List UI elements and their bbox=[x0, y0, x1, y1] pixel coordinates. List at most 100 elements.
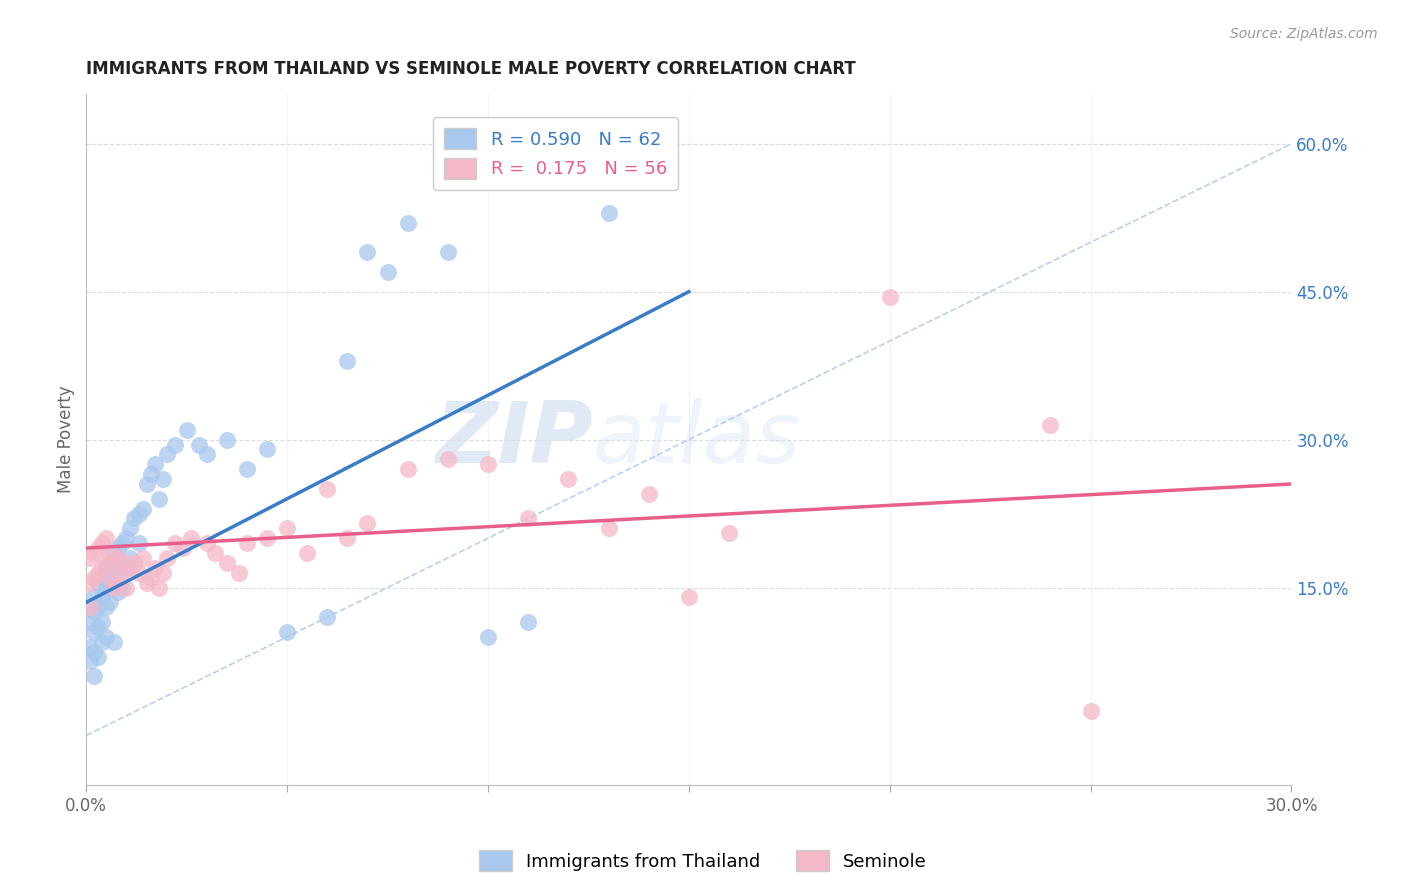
Point bbox=[100, 571, 122, 585]
Point bbox=[79, 575, 101, 590]
Point bbox=[100, 556, 122, 570]
Point bbox=[87, 541, 110, 555]
Point bbox=[83, 546, 105, 560]
Point bbox=[297, 546, 319, 560]
Point bbox=[396, 462, 419, 476]
Point bbox=[139, 571, 162, 585]
Point bbox=[143, 561, 166, 575]
Point bbox=[152, 566, 174, 580]
Point bbox=[1080, 704, 1102, 718]
Point bbox=[1039, 417, 1062, 432]
Point bbox=[79, 600, 101, 615]
Point bbox=[96, 556, 118, 570]
Point bbox=[336, 353, 359, 368]
Point bbox=[148, 491, 170, 506]
Point bbox=[120, 550, 142, 565]
Point bbox=[356, 516, 378, 531]
Point bbox=[477, 457, 499, 471]
Point bbox=[124, 556, 146, 570]
Point bbox=[176, 423, 198, 437]
Text: IMMIGRANTS FROM THAILAND VS SEMINOLE MALE POVERTY CORRELATION CHART: IMMIGRANTS FROM THAILAND VS SEMINOLE MAL… bbox=[86, 60, 856, 78]
Point bbox=[163, 536, 186, 550]
Point bbox=[124, 511, 146, 525]
Point bbox=[215, 433, 238, 447]
Point bbox=[79, 600, 101, 615]
Point bbox=[115, 556, 138, 570]
Point bbox=[316, 482, 339, 496]
Point bbox=[187, 437, 209, 451]
Point bbox=[172, 541, 194, 555]
Point bbox=[83, 571, 105, 585]
Point bbox=[83, 624, 105, 639]
Point bbox=[128, 536, 150, 550]
Text: Source: ZipAtlas.com: Source: ZipAtlas.com bbox=[1230, 27, 1378, 41]
Point bbox=[103, 546, 125, 560]
Point bbox=[156, 550, 179, 565]
Point bbox=[377, 265, 399, 279]
Point bbox=[91, 591, 114, 605]
Point bbox=[477, 630, 499, 644]
Point bbox=[103, 634, 125, 648]
Point bbox=[148, 581, 170, 595]
Point bbox=[83, 605, 105, 619]
Point bbox=[437, 245, 460, 260]
Point bbox=[156, 447, 179, 461]
Point bbox=[79, 655, 101, 669]
Text: ZIP: ZIP bbox=[434, 398, 592, 481]
Point bbox=[128, 566, 150, 580]
Point bbox=[96, 600, 118, 615]
Point bbox=[135, 575, 157, 590]
Point bbox=[356, 245, 378, 260]
Point bbox=[103, 566, 125, 580]
Point bbox=[107, 575, 129, 590]
Point bbox=[111, 581, 134, 595]
Point bbox=[131, 501, 153, 516]
Text: atlas: atlas bbox=[592, 398, 800, 481]
Point bbox=[678, 591, 700, 605]
Point bbox=[103, 556, 125, 570]
Point bbox=[215, 556, 238, 570]
Point bbox=[100, 546, 122, 560]
Point bbox=[396, 216, 419, 230]
Point bbox=[83, 645, 105, 659]
Point bbox=[79, 640, 101, 654]
Point bbox=[96, 531, 118, 545]
Point bbox=[204, 546, 226, 560]
Point bbox=[115, 561, 138, 575]
Point bbox=[598, 206, 620, 220]
Point bbox=[128, 507, 150, 521]
Point bbox=[152, 472, 174, 486]
Point bbox=[100, 575, 122, 590]
Point bbox=[517, 615, 540, 629]
Point bbox=[598, 521, 620, 535]
Point bbox=[557, 472, 579, 486]
Y-axis label: Male Poverty: Male Poverty bbox=[58, 385, 75, 493]
Point bbox=[256, 442, 278, 457]
Point bbox=[879, 290, 901, 304]
Point bbox=[637, 487, 659, 501]
Point bbox=[236, 536, 259, 550]
Point bbox=[120, 561, 142, 575]
Point bbox=[111, 566, 134, 580]
Point bbox=[718, 526, 741, 541]
Point bbox=[228, 566, 250, 580]
Point bbox=[79, 550, 101, 565]
Point bbox=[163, 437, 186, 451]
Point bbox=[115, 581, 138, 595]
Point bbox=[143, 457, 166, 471]
Point bbox=[517, 511, 540, 525]
Point bbox=[91, 536, 114, 550]
Legend: Immigrants from Thailand, Seminole: Immigrants from Thailand, Seminole bbox=[472, 843, 934, 879]
Point bbox=[87, 649, 110, 664]
Point bbox=[96, 630, 118, 644]
Point bbox=[100, 595, 122, 609]
Point bbox=[107, 541, 129, 555]
Point bbox=[83, 591, 105, 605]
Point bbox=[79, 615, 101, 629]
Point bbox=[236, 462, 259, 476]
Point bbox=[96, 561, 118, 575]
Point bbox=[256, 531, 278, 545]
Point bbox=[96, 581, 118, 595]
Point bbox=[91, 615, 114, 629]
Point bbox=[195, 447, 218, 461]
